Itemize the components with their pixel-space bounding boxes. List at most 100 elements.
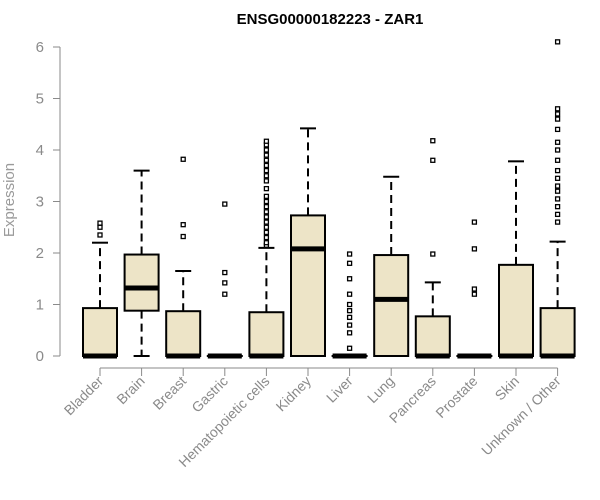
outlier-point xyxy=(222,201,228,207)
outlier-point xyxy=(263,152,270,158)
outlier-point xyxy=(180,222,186,228)
outlier-point xyxy=(346,301,353,308)
outlier-point xyxy=(263,147,270,153)
outlier-point xyxy=(97,224,103,230)
outlier-point xyxy=(263,178,270,184)
outlier-point xyxy=(554,139,561,145)
outlier-point xyxy=(263,214,270,220)
box-hematopoietic-cells xyxy=(248,138,285,359)
outlier-point xyxy=(430,251,436,257)
outlier-point xyxy=(263,185,270,192)
box-pancreas xyxy=(414,138,451,359)
chart-title: ENSG00000182223 - ZAR1 xyxy=(237,11,424,28)
box-liver xyxy=(331,251,368,359)
outlier-point xyxy=(180,233,186,240)
y-tick-label: 5 xyxy=(36,91,44,108)
outlier-point xyxy=(346,308,353,314)
outlier-point xyxy=(222,280,228,286)
outlier-point xyxy=(346,345,353,351)
outlier-point xyxy=(180,156,186,162)
box-lung xyxy=(373,175,410,357)
outlier-point xyxy=(554,196,561,202)
box-body xyxy=(82,307,118,358)
outlier-point xyxy=(471,286,478,292)
outlier-point xyxy=(554,167,561,174)
y-tick-label: 2 xyxy=(36,245,44,262)
y-tick-label: 0 xyxy=(36,348,44,365)
x-tick-label: Unknown / Other xyxy=(478,373,564,459)
y-tick-label: 3 xyxy=(36,194,44,211)
box-unknown-other xyxy=(539,39,576,359)
outlier-point xyxy=(430,157,436,163)
box-skin xyxy=(498,160,534,359)
outlier-point xyxy=(471,219,478,225)
outlier-point xyxy=(346,251,353,257)
outlier-point xyxy=(471,291,478,297)
outlier-point xyxy=(554,126,561,133)
box-breast xyxy=(165,156,202,359)
outlier-point xyxy=(554,39,561,45)
box-gastric xyxy=(206,201,243,359)
box-body xyxy=(414,315,451,357)
outlier-point xyxy=(263,138,270,144)
outlier-point xyxy=(554,106,561,112)
y-axis: 0 1 2 3 4 5 6 xyxy=(36,39,61,365)
outlier-point xyxy=(554,111,561,117)
outlier-point xyxy=(554,116,561,122)
outlier-point xyxy=(346,322,353,328)
outlier-point xyxy=(97,220,103,226)
outlier-point xyxy=(263,240,270,246)
y-tick-label: 4 xyxy=(36,142,44,159)
box-body xyxy=(123,253,160,312)
box-kidney xyxy=(290,127,326,357)
outlier-point xyxy=(263,203,270,210)
y-tick-label: 1 xyxy=(36,297,44,314)
x-tick-label: Kidney xyxy=(273,373,315,415)
box-body xyxy=(539,307,576,358)
x-tick-label: Prostate xyxy=(432,373,480,421)
box-body xyxy=(290,214,326,357)
outlier-point xyxy=(346,291,353,297)
outlier-point xyxy=(222,291,228,297)
outlier-point xyxy=(263,198,270,205)
x-tick-label: Bladder xyxy=(61,373,107,419)
y-axis-label: Expression xyxy=(1,163,18,237)
x-tick-label: Liver xyxy=(323,373,356,406)
box-prostate xyxy=(456,219,493,359)
outlier-point xyxy=(263,167,270,174)
outlier-point xyxy=(263,173,270,179)
outlier-point xyxy=(554,183,561,189)
outlier-point xyxy=(554,157,561,163)
outlier-point xyxy=(554,219,561,225)
box-bladder xyxy=(82,220,118,359)
outlier-point xyxy=(554,188,561,194)
outlier-point xyxy=(263,209,270,215)
outlier-point xyxy=(263,219,270,225)
y-tick-label: 6 xyxy=(36,39,44,56)
outlier-point xyxy=(554,175,561,181)
outlier-point xyxy=(222,269,228,276)
box-body xyxy=(248,311,285,358)
x-tick-label: Lung xyxy=(364,373,397,406)
x-tick-label: Breast xyxy=(149,373,189,413)
x-tick-label: Skin xyxy=(492,373,523,404)
outlier-point xyxy=(471,246,478,252)
box-body xyxy=(498,263,534,357)
outlier-point xyxy=(554,147,561,153)
outlier-point xyxy=(263,229,270,236)
outlier-point xyxy=(263,193,270,200)
outlier-point xyxy=(346,260,353,266)
outlier-point xyxy=(346,276,353,282)
boxplot-series xyxy=(82,39,576,359)
box-brain xyxy=(123,169,160,357)
x-tick-label: Brain xyxy=(113,373,147,407)
outlier-point xyxy=(263,162,270,169)
outlier-point xyxy=(430,138,436,144)
outlier-point xyxy=(263,234,270,241)
outlier-point xyxy=(554,211,561,218)
outlier-point xyxy=(97,232,103,238)
outlier-point xyxy=(263,157,270,163)
outlier-point xyxy=(346,330,353,336)
